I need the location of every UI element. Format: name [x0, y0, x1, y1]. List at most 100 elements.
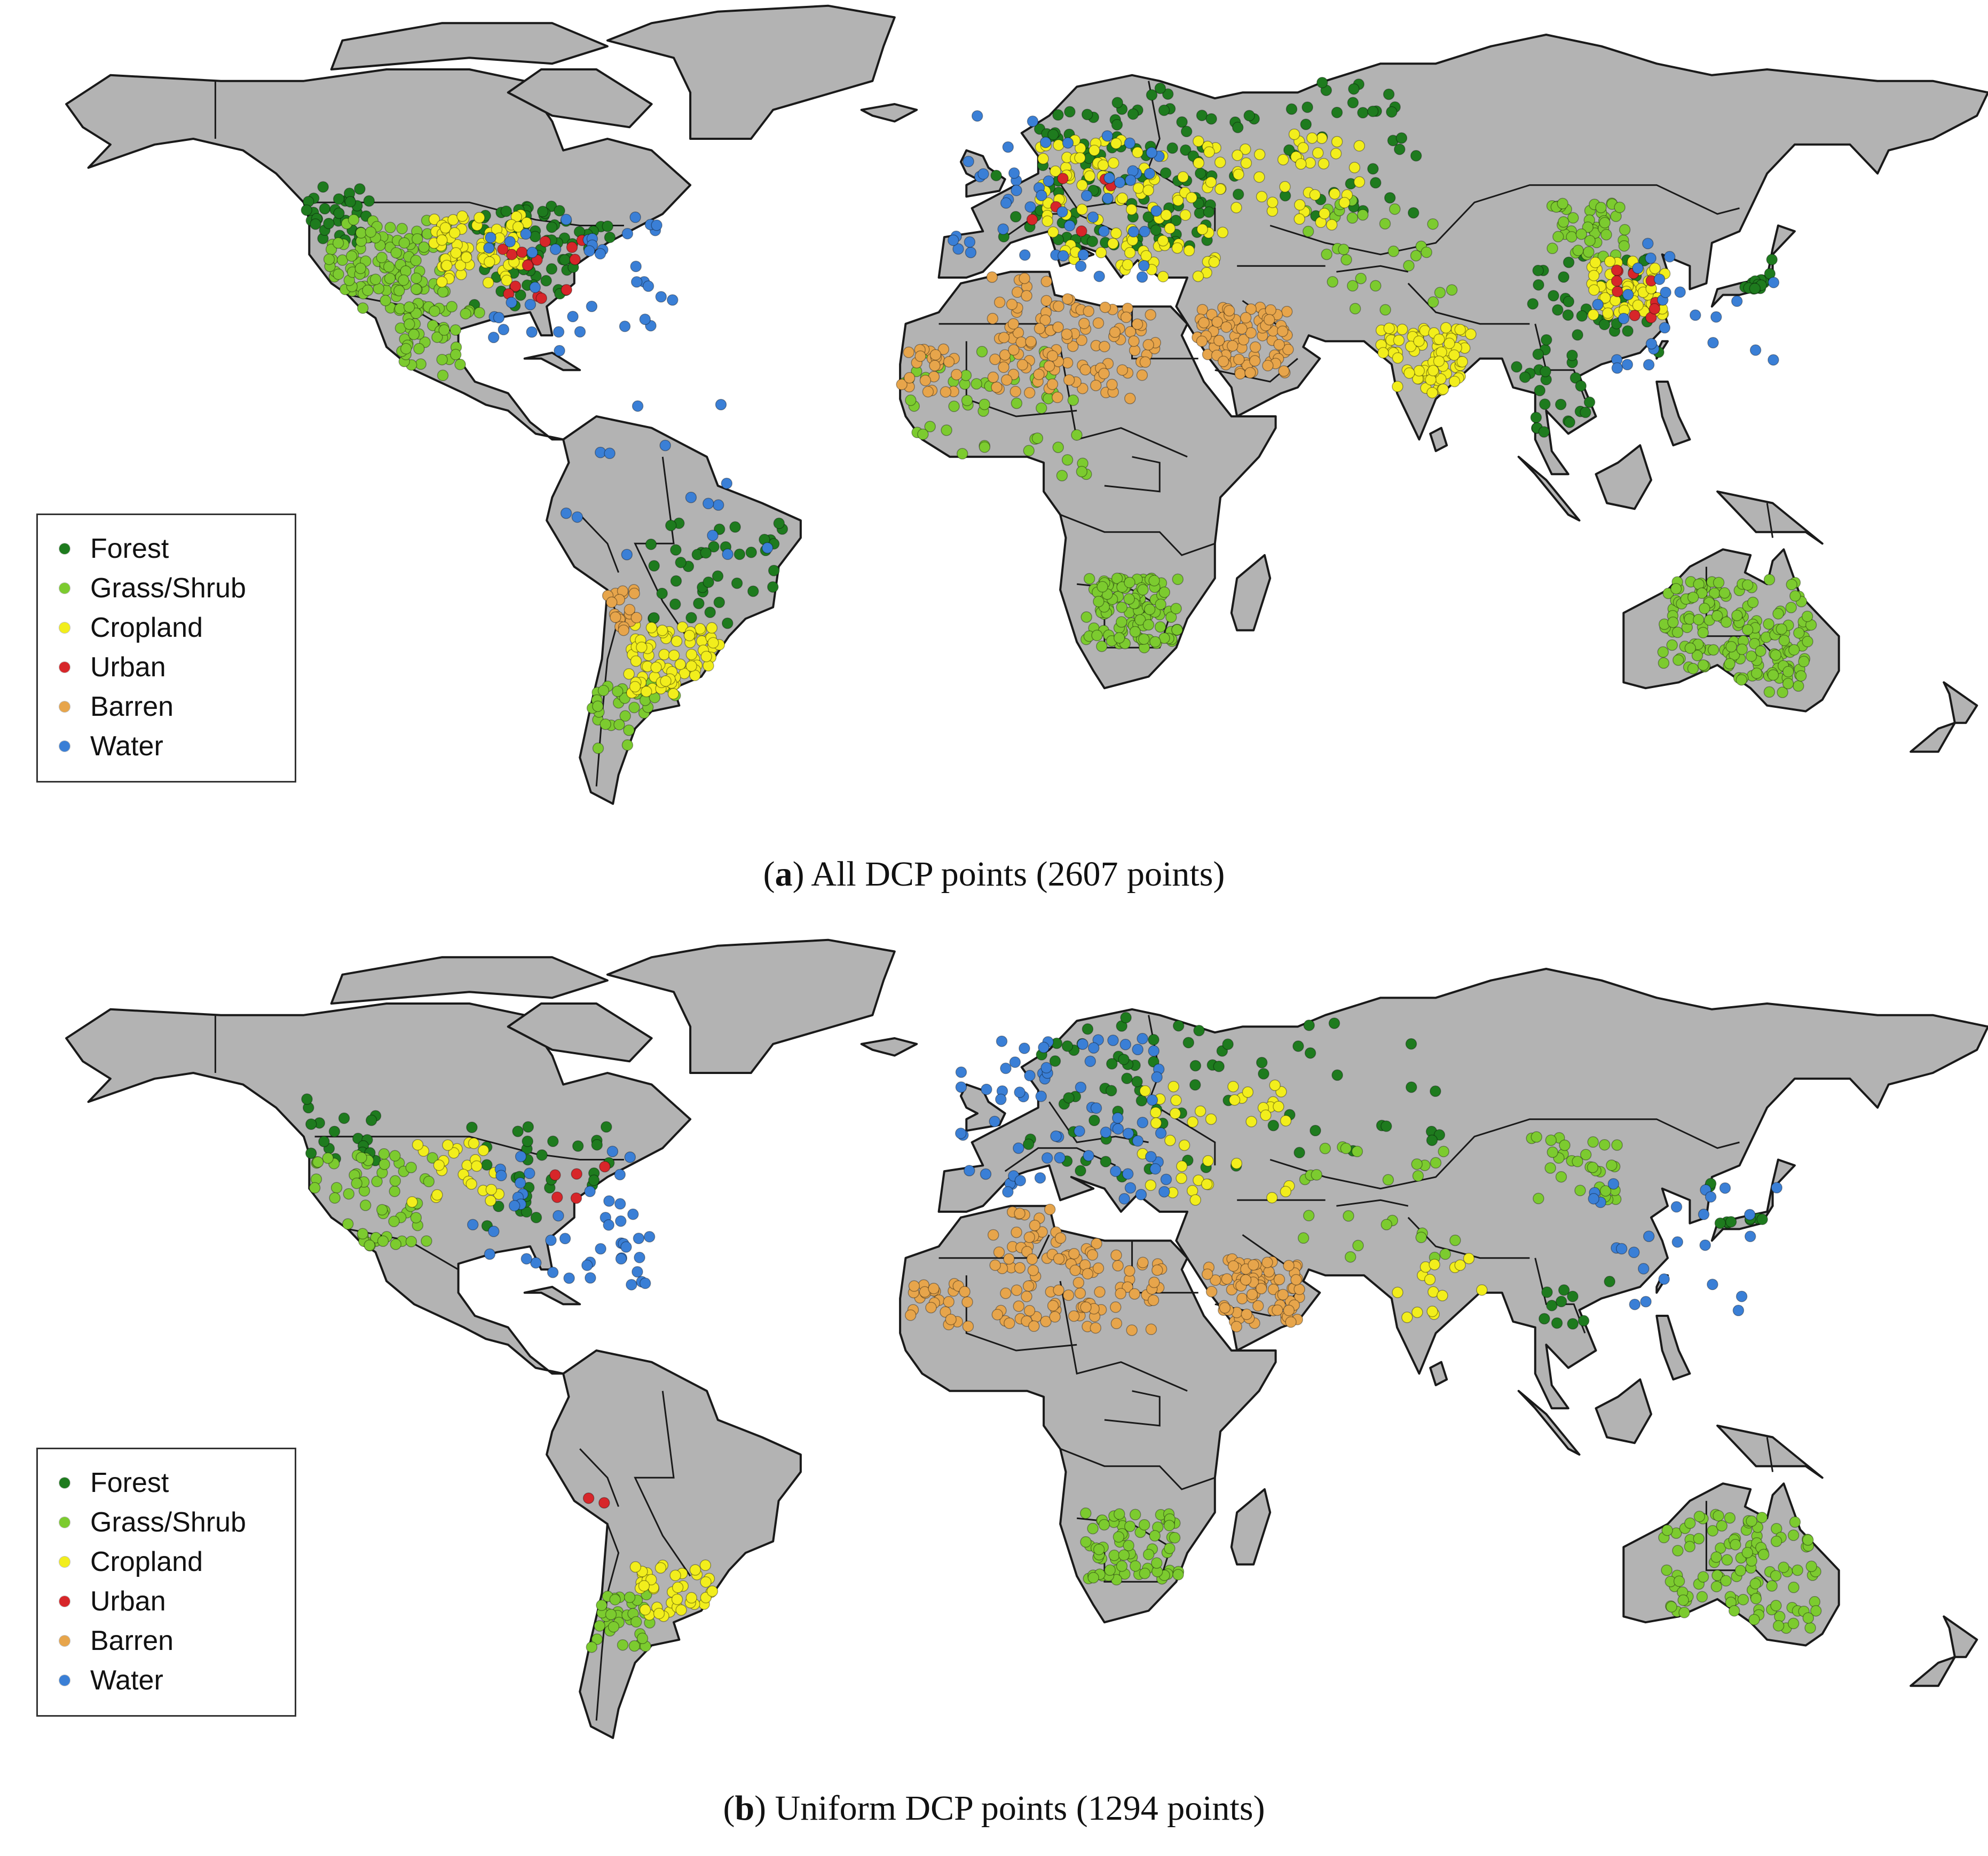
dcp-point-cropland	[1232, 149, 1243, 161]
dcp-point-grass-shrub	[1793, 680, 1804, 692]
dcp-point-grass-shrub	[403, 301, 415, 313]
dcp-point-forest	[363, 195, 375, 207]
dcp-point-water	[643, 1231, 656, 1243]
dcp-point-water	[1744, 1230, 1756, 1243]
dcp-point-forest	[1532, 265, 1544, 277]
landmass-madagascar	[1230, 554, 1272, 631]
dcp-point-cropland	[1294, 199, 1306, 211]
dcp-point-barren	[951, 369, 963, 381]
dcp-point-water	[1618, 312, 1630, 325]
dcp-point-cropland	[406, 1196, 418, 1208]
dcp-point-grass-shrub	[343, 1188, 355, 1200]
dcp-point-cropland	[1139, 1085, 1151, 1097]
dcp-point-grass-shrub	[1149, 1530, 1161, 1542]
dcp-point-grass-shrub	[1666, 1601, 1677, 1613]
dcp-point-grass-shrub	[1164, 1542, 1176, 1554]
dcp-point-grass-shrub	[1111, 572, 1123, 585]
dcp-point-water	[584, 1186, 596, 1197]
dcp-point-cropland	[1413, 365, 1425, 377]
dcp-point-cropland	[1316, 132, 1328, 144]
dcp-point-barren	[1252, 1300, 1264, 1312]
dcp-point-grass-shrub	[1566, 231, 1577, 243]
dcp-point-forest	[1558, 1284, 1570, 1296]
dcp-point-forest	[665, 519, 677, 532]
dcp-point-grass-shrub	[1671, 626, 1684, 638]
dcp-point-cropland	[1318, 157, 1330, 170]
dcp-point-grass-shrub	[1770, 1535, 1782, 1547]
dcp-point-grass-shrub	[1379, 304, 1391, 316]
dcp-point-water	[530, 1257, 542, 1269]
dcp-point-cropland	[441, 259, 453, 272]
dcp-point-grass-shrub	[1721, 616, 1732, 628]
dcp-point-grass-shrub	[437, 369, 449, 382]
dcp-point-barren	[1004, 1317, 1015, 1329]
dcp-point-forest	[1408, 207, 1419, 219]
dcp-point-water	[1008, 167, 1020, 179]
dcp-point-barren	[1061, 328, 1073, 340]
dcp-point-forest	[693, 597, 705, 610]
dcp-point-barren	[1000, 1288, 1012, 1299]
dcp-point-cropland	[1230, 1157, 1243, 1170]
dcp-point-cropland	[1266, 1191, 1278, 1204]
dcp-point-barren	[1126, 1324, 1138, 1336]
dcp-point-grass-shrub	[1558, 216, 1569, 228]
dcp-point-cropland	[1150, 1107, 1162, 1118]
dcp-point-grass-shrub	[1584, 235, 1596, 247]
dcp-point-water	[1122, 1127, 1134, 1140]
dcp-point-barren	[1019, 272, 1030, 285]
landmass-cuba	[523, 1285, 581, 1306]
dcp-point-water	[560, 214, 572, 226]
dcp-point-cropland	[1177, 171, 1189, 183]
dcp-point-urban	[497, 243, 509, 255]
dcp-point-forest	[318, 1135, 330, 1148]
dcp-point-water	[1112, 1112, 1124, 1124]
dcp-point-water	[1145, 1151, 1157, 1163]
dcp-point-forest	[1166, 142, 1178, 154]
dcp-point-cropland	[1205, 176, 1217, 188]
dcp-point-grass-shrub	[1755, 645, 1766, 657]
dcp-point-forest	[713, 523, 725, 535]
dcp-point-cropland	[639, 1604, 651, 1616]
dcp-point-barren	[1027, 1265, 1039, 1276]
dcp-point-barren	[1255, 1283, 1267, 1294]
dcp-point-water	[586, 301, 598, 312]
legend-label: Barren	[90, 691, 174, 722]
dcp-point-cropland	[700, 1576, 712, 1588]
landmass-africa	[899, 1205, 1277, 1624]
dcp-point-cropland	[674, 658, 687, 670]
dcp-point-urban	[535, 292, 547, 304]
dcp-point-barren	[1151, 1264, 1163, 1276]
dcp-point-urban	[509, 280, 522, 293]
dcp-point-water	[1160, 1173, 1172, 1186]
dcp-point-barren	[1206, 309, 1218, 320]
dcp-point-grass-shrub	[1699, 603, 1710, 614]
dcp-point-grass-shrub	[1711, 610, 1723, 622]
dcp-point-water	[1653, 273, 1666, 285]
dcp-point-grass-shrub	[1056, 470, 1068, 481]
dcp-point-cropland	[1217, 226, 1229, 239]
dcp-point-forest	[1047, 129, 1059, 140]
country-border	[1336, 265, 1409, 273]
dcp-point-cropland	[689, 1564, 701, 1576]
dcp-point-forest	[1530, 412, 1542, 423]
dcp-point-forest	[365, 1115, 377, 1126]
dcp-point-forest	[1426, 1134, 1438, 1146]
dcp-point-water	[1098, 225, 1110, 237]
dcp-point-forest	[1304, 1047, 1316, 1059]
dcp-point-grass-shrub	[617, 1639, 629, 1651]
dcp-point-grass-shrub	[1533, 1192, 1544, 1204]
dcp-point-water	[629, 211, 641, 223]
dcp-point-forest	[540, 275, 552, 287]
dcp-point-forest	[333, 207, 345, 219]
dcp-point-barren	[1062, 1289, 1075, 1301]
dcp-point-cropland	[685, 649, 698, 660]
dcp-point-grass-shrub	[1788, 1582, 1800, 1593]
dcp-point-cropland	[1192, 270, 1204, 282]
dcp-point-cropland	[1392, 352, 1404, 364]
dcp-point-grass-shrub	[1741, 624, 1754, 636]
dcp-point-water	[1768, 354, 1779, 366]
dcp-point-cropland	[1110, 137, 1122, 149]
dcp-point-forest	[1142, 211, 1154, 223]
dcp-point-cropland	[638, 1580, 650, 1592]
country-border	[1407, 282, 1530, 325]
